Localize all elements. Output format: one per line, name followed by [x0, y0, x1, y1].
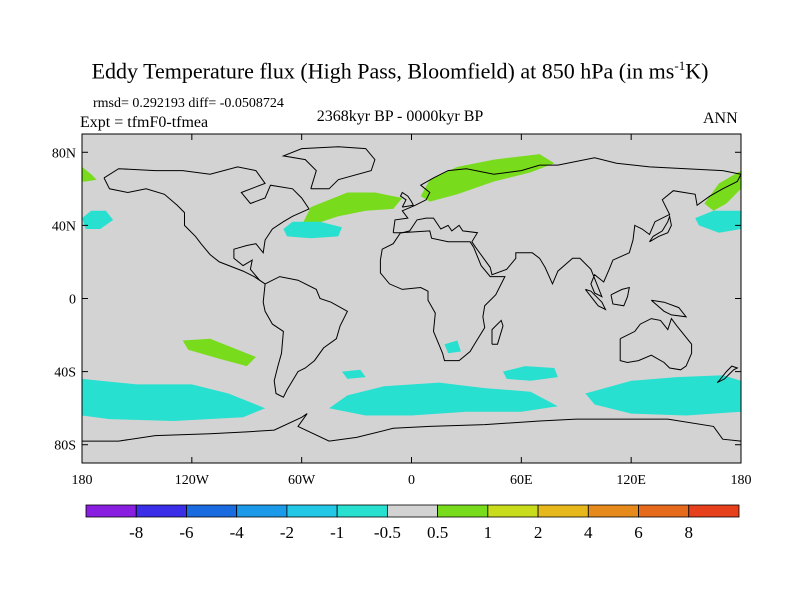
- x-tick-label-2: 60W: [288, 473, 316, 488]
- colorbar-swatch-2: [135, 504, 187, 518]
- x-tick-label-1: 120W: [175, 473, 210, 488]
- map-layer: [82, 134, 741, 463]
- colorbar-swatch-10: [537, 504, 589, 518]
- season-label: ANN: [703, 110, 738, 127]
- colorbar-swatch-5: [286, 504, 338, 518]
- colorbar-swatch-6: [336, 504, 388, 518]
- colorbar: -8 -6 -4 -2 -1 -0.5 0.5 1 2 4 6 8: [85, 504, 740, 542]
- anomaly-region-11: [503, 366, 558, 381]
- anomaly-region-14: [444, 340, 461, 354]
- x-tick-label-5: 120E: [616, 473, 646, 488]
- anomaly-region-13: [341, 369, 366, 379]
- y-tick-label-4: 80S: [54, 439, 76, 454]
- colorbar-label-8: 1: [484, 523, 493, 542]
- anomaly-region-2: [420, 154, 555, 202]
- anomaly-region-4: [704, 170, 741, 211]
- anomaly-region-1: [301, 192, 403, 226]
- anomaly-region-12: [585, 375, 741, 416]
- anomaly-region-6: [283, 221, 342, 239]
- anomaly-region-10: [329, 382, 558, 416]
- title-superscript: -1: [674, 58, 686, 73]
- colorbar-label-3: -4: [230, 523, 245, 542]
- y-tick-label-0: 80N: [52, 146, 76, 161]
- colorbar-label-6: -0.5: [374, 523, 401, 542]
- colorbar-swatch-3: [186, 504, 238, 518]
- colorbar-swatch-11: [587, 504, 639, 518]
- colorbar-label-2: -6: [179, 523, 193, 542]
- x-tick-label-6: 180: [731, 473, 752, 488]
- coast-africa: [379, 230, 506, 362]
- colorbar-label-5: -1: [330, 523, 344, 542]
- coast-greenland: [281, 146, 376, 190]
- colorbar-swatch-13: [688, 504, 740, 518]
- coast-japan: [649, 214, 672, 243]
- anomaly-region-9: [82, 378, 266, 421]
- colorbar-label-4: -2: [280, 523, 294, 542]
- coast-new-guinea: [650, 299, 688, 318]
- anomaly-region-5: [82, 210, 114, 229]
- coast-borneo: [610, 286, 630, 307]
- colorbar-label-7: 0.5: [427, 523, 448, 542]
- colorbar-label-11: 6: [634, 523, 643, 542]
- y-tick-label-2: 0: [69, 293, 76, 308]
- colorbar-label-1: -8: [129, 523, 143, 542]
- coast-madagascar: [491, 319, 504, 345]
- y-tick-label-3: 40S: [54, 366, 76, 381]
- colorbar-swatch-8: [437, 504, 489, 518]
- coast-uk: [399, 191, 415, 208]
- coast-australia: [619, 317, 693, 371]
- colorbar-swatch-7: [386, 504, 439, 518]
- colorbar-label-12: 8: [685, 523, 694, 542]
- coast-eurasia: [392, 157, 742, 298]
- chart-title: Eddy Temperature flux (High Pass, Bloomf…: [91, 58, 709, 84]
- period-label: 2368kyr BP - 0000kyr BP: [316, 108, 484, 125]
- coast-north-america: [103, 166, 310, 285]
- colorbar-label-9: 2: [534, 523, 543, 542]
- x-tick-label-0: 180: [72, 473, 93, 488]
- colorbar-swatch-12: [638, 504, 690, 518]
- coast-new-zealand: [716, 365, 739, 384]
- coastline-layer: [82, 146, 742, 442]
- anomaly-region-7: [695, 210, 741, 233]
- coast-sumatra: [585, 288, 607, 311]
- colorbar-swatch-9: [487, 504, 539, 518]
- experiment-label: Expt = tfmF0-tfmea: [80, 114, 209, 131]
- axis-layer: 180 120W 60W 0 60E 120E 180 80N 40N 0 40S 80S: [52, 133, 752, 488]
- colorbar-swatch-1: [85, 504, 137, 518]
- coast-antarctica: [82, 413, 742, 442]
- x-tick-label-4: 60E: [510, 473, 533, 488]
- colorbar-label-10: 4: [584, 523, 593, 542]
- x-tick-label-3: 0: [408, 473, 415, 488]
- stats-line: rmsd= 0.292193 diff= -0.0508724: [93, 96, 284, 111]
- anomaly-region-8: [182, 338, 256, 367]
- y-tick-label-1: 40N: [52, 219, 76, 234]
- colorbar-swatch-4: [236, 504, 288, 518]
- anomaly-region-3: [82, 166, 97, 182]
- coast-south-america: [262, 276, 349, 398]
